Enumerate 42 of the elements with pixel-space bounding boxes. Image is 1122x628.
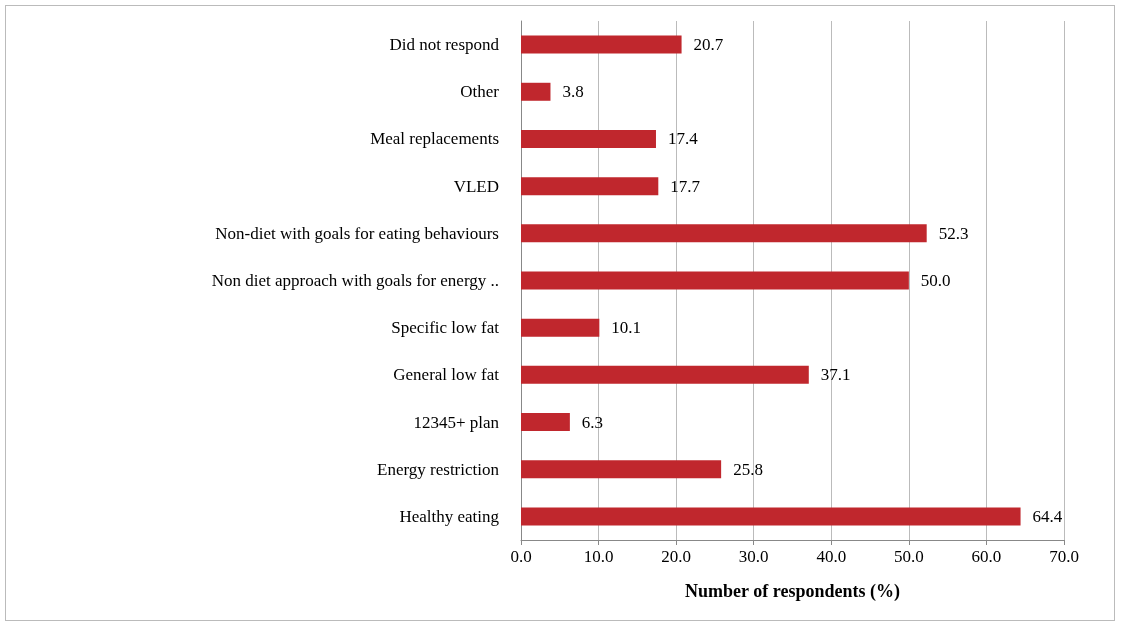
- y-tick-label: General low fat: [393, 365, 500, 385]
- data-label: 3.8: [562, 82, 584, 102]
- data-label: 6.3: [581, 412, 604, 432]
- y-tick-label: Healthy eating: [399, 506, 500, 526]
- data-label: 17.4: [667, 129, 699, 149]
- data-label: 25.8: [733, 459, 763, 479]
- bar: [521, 365, 809, 384]
- bar: [521, 129, 656, 148]
- bar: [521, 82, 551, 101]
- y-tick-label: Other: [460, 82, 500, 102]
- bar: [521, 35, 682, 54]
- bar: [521, 177, 659, 196]
- y-tick-label: Meal replacements: [370, 129, 499, 149]
- x-tick-label: 60.0: [971, 547, 1002, 566]
- x-axis-title: Number of respondents (%): [685, 581, 900, 602]
- y-tick-label: Non diet approach with goals for energy ..: [211, 271, 499, 290]
- y-tick-label: Non-diet with goals for eating behaviours: [215, 223, 499, 243]
- data-label: 20.7: [693, 35, 724, 55]
- y-tick-label: VLED: [453, 176, 499, 196]
- data-label: 10.1: [611, 318, 642, 338]
- bar: [521, 413, 570, 432]
- bar: [521, 507, 1021, 526]
- y-tick-label: Specific low fat: [391, 318, 500, 338]
- bar: [521, 271, 909, 290]
- bar: [521, 224, 927, 243]
- data-label: 50.0: [920, 271, 951, 290]
- x-tick-label: 30.0: [738, 547, 769, 566]
- x-tick-label: 70.0: [1049, 547, 1079, 566]
- bar: [521, 318, 600, 337]
- x-tick-label: 20.0: [661, 547, 692, 566]
- data-label: 64.4: [1032, 506, 1063, 526]
- data-label: 17.7: [670, 176, 701, 196]
- y-tick-label: 12345+ plan: [413, 412, 500, 432]
- x-tick-label: 50.0: [893, 547, 924, 566]
- bar: [521, 460, 722, 479]
- x-tick-label: 10.0: [583, 547, 614, 566]
- x-tick-label: 0.0: [510, 547, 532, 566]
- y-tick-label: Did not respond: [389, 35, 500, 55]
- data-label: 37.1: [820, 365, 851, 385]
- x-tick-label: 40.0: [816, 547, 847, 566]
- y-tick-label: Energy restriction: [377, 459, 500, 479]
- data-label: 52.3: [938, 223, 969, 243]
